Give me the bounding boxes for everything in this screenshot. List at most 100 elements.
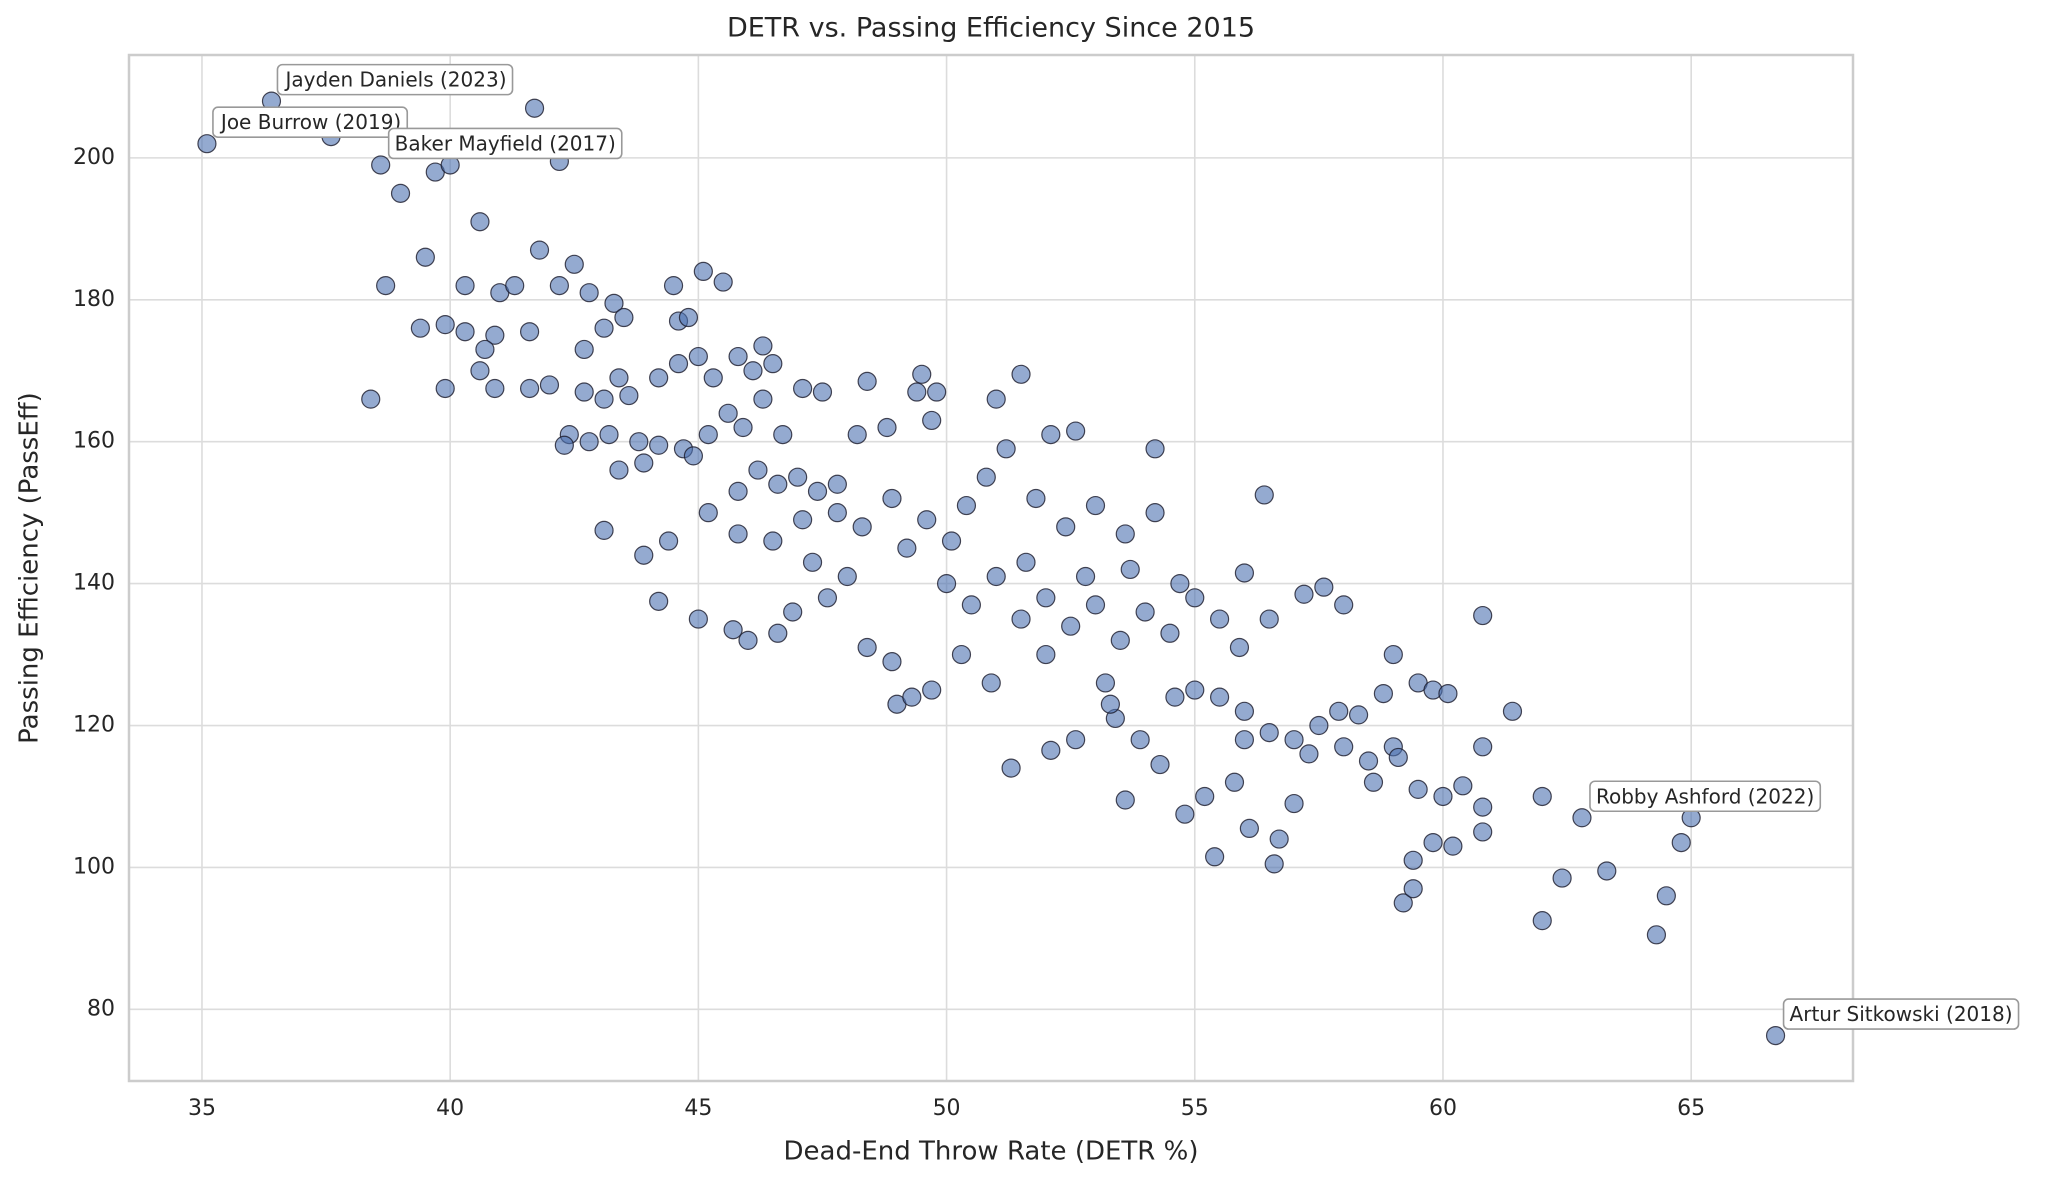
point: [728, 481, 748, 501]
annotation: Artur Sitkowski (2018): [1782, 998, 2020, 1030]
point: [1453, 776, 1473, 796]
point: [877, 417, 897, 438]
point: [1056, 517, 1076, 537]
point: [1066, 421, 1086, 441]
point: [748, 460, 768, 480]
point: [1284, 793, 1304, 814]
point: [1145, 503, 1165, 523]
point: [1120, 559, 1140, 580]
point: [1393, 893, 1413, 913]
point: [455, 322, 475, 342]
point: [1195, 786, 1215, 807]
point: [1443, 836, 1463, 856]
annotation: Robby Ashford (2022): [1589, 780, 1822, 813]
point: [882, 652, 902, 672]
point: [629, 432, 649, 452]
point: [1572, 808, 1592, 828]
point: [912, 364, 932, 384]
point: [897, 538, 917, 558]
point: [1115, 524, 1135, 544]
point: [961, 595, 981, 615]
point: [435, 378, 455, 399]
point: [678, 307, 699, 328]
point: [1423, 832, 1443, 853]
point: [435, 315, 455, 335]
point: [718, 403, 738, 423]
point: [668, 354, 689, 374]
point: [1671, 832, 1691, 853]
point: [1239, 818, 1259, 839]
point: [485, 325, 505, 345]
point: [1205, 847, 1225, 867]
y-tick-label: 160: [73, 429, 115, 454]
point: [738, 630, 758, 650]
y-tick-label: 100: [73, 854, 115, 879]
point: [986, 566, 1006, 587]
annotation-text: Joe Burrow (2019): [219, 110, 401, 134]
point: [693, 261, 713, 282]
point: [1061, 616, 1081, 636]
point: [698, 425, 718, 445]
point: [579, 432, 599, 452]
x-tick-label: 35: [188, 1096, 216, 1121]
point: [703, 368, 723, 388]
point: [505, 276, 525, 296]
x-tick-label: 45: [684, 1096, 712, 1121]
point: [1224, 772, 1245, 792]
point: [1066, 730, 1086, 750]
point: [976, 467, 996, 487]
x-tick-label: 40: [436, 1096, 464, 1121]
point: [1175, 804, 1195, 824]
annotation-text: Robby Ashford (2022): [1596, 784, 1814, 808]
point: [1408, 779, 1428, 799]
point: [470, 361, 490, 381]
point: [1095, 673, 1116, 693]
y-tick-label: 200: [73, 145, 115, 170]
point: [986, 389, 1006, 409]
point: [539, 375, 560, 395]
point: [723, 620, 743, 640]
point: [376, 276, 396, 296]
point: [1115, 790, 1135, 810]
x-axis-label: Dead-End Throw Rate (DETR %): [784, 1137, 1199, 1167]
x-tick-label: 55: [1181, 1096, 1209, 1121]
point: [649, 435, 669, 455]
point: [773, 425, 793, 445]
y-tick-label: 180: [73, 287, 115, 312]
point: [827, 474, 847, 494]
point: [1100, 694, 1120, 714]
point: [1646, 925, 1667, 945]
point: [956, 495, 977, 516]
point: [1254, 485, 1274, 505]
point: [1229, 637, 1250, 658]
point: [594, 318, 614, 338]
annotation: Baker Mayfield (2017): [387, 127, 623, 160]
y-axis-label: Passing Efficiency (PassEff): [15, 392, 45, 744]
point: [594, 520, 614, 540]
point: [852, 517, 872, 537]
annotation-box: [276, 63, 514, 96]
point: [922, 410, 942, 431]
point: [688, 346, 708, 367]
point: [663, 276, 684, 296]
point: [1552, 868, 1572, 888]
point: [1041, 740, 1061, 760]
point: [554, 435, 574, 455]
point: [951, 644, 972, 665]
point: [1036, 588, 1056, 608]
point: [1150, 754, 1170, 775]
point: [733, 417, 753, 438]
point: [619, 385, 639, 406]
annotation-box: [1782, 998, 2020, 1030]
point: [1532, 911, 1552, 931]
point: [768, 474, 788, 494]
point: [1085, 495, 1106, 516]
point: [1403, 879, 1423, 899]
point: [470, 212, 490, 232]
point: [1185, 680, 1205, 700]
point: [1001, 758, 1021, 778]
point: [817, 588, 838, 608]
point: [1234, 563, 1255, 583]
point: [455, 276, 475, 296]
point: [728, 524, 748, 544]
